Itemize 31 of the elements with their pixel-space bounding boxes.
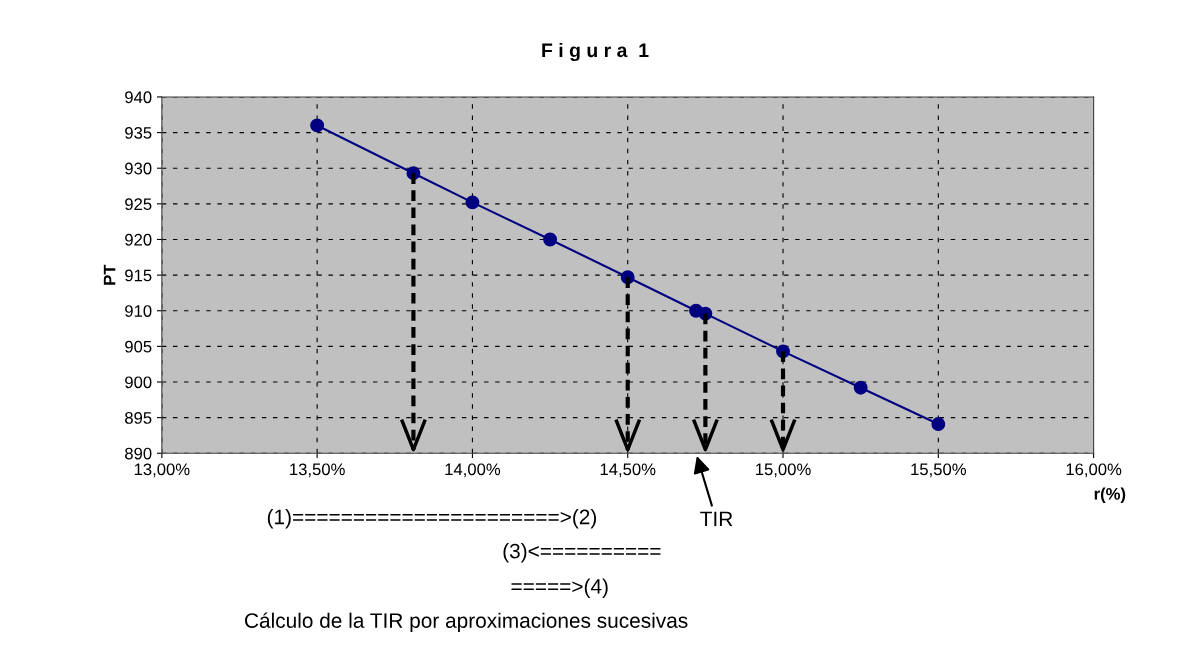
y-tick-label: 930 — [125, 162, 152, 175]
y-tick-label: 905 — [125, 340, 152, 353]
y-tick-label: 925 — [125, 198, 152, 211]
point — [543, 232, 558, 247]
chart-title: F i g u r a 1 — [542, 42, 649, 62]
point — [931, 417, 946, 431]
x-tick-label: 14,00% — [445, 463, 501, 478]
x-tick-label: 15,50% — [911, 463, 966, 478]
x-tick-label: 14,50% — [600, 463, 656, 478]
point — [310, 118, 325, 133]
x-tick-label: 13,50% — [290, 463, 345, 478]
x-tick-label: 16,00% — [1066, 463, 1122, 478]
point — [465, 195, 480, 210]
y-tick-label: 910 — [125, 305, 152, 317]
x-tick-label: 15,00% — [756, 463, 811, 478]
text: (3)<========== — [503, 543, 661, 563]
point — [853, 380, 868, 395]
y-axis-title: PT — [103, 264, 116, 285]
x-tick-label: 13,00% — [134, 463, 190, 478]
text: =====>(4) — [511, 578, 608, 598]
text: (1)======================>(2) — [267, 509, 597, 529]
y-tick-label: 890 — [125, 447, 152, 460]
y-tick-label: 920 — [125, 233, 152, 246]
y-tick-label: 900 — [125, 376, 152, 389]
y-tick-label: 895 — [125, 412, 152, 424]
y-tick-label: 935 — [125, 126, 152, 139]
x-axis-title: r(%) — [1094, 487, 1126, 504]
text: Cálculo de la TIR por aproximaciones sucesivas — [245, 612, 688, 633]
y-tick-label: 940 — [125, 91, 152, 104]
text: TIR — [700, 511, 733, 527]
y-tick-label: 915 — [125, 269, 152, 282]
